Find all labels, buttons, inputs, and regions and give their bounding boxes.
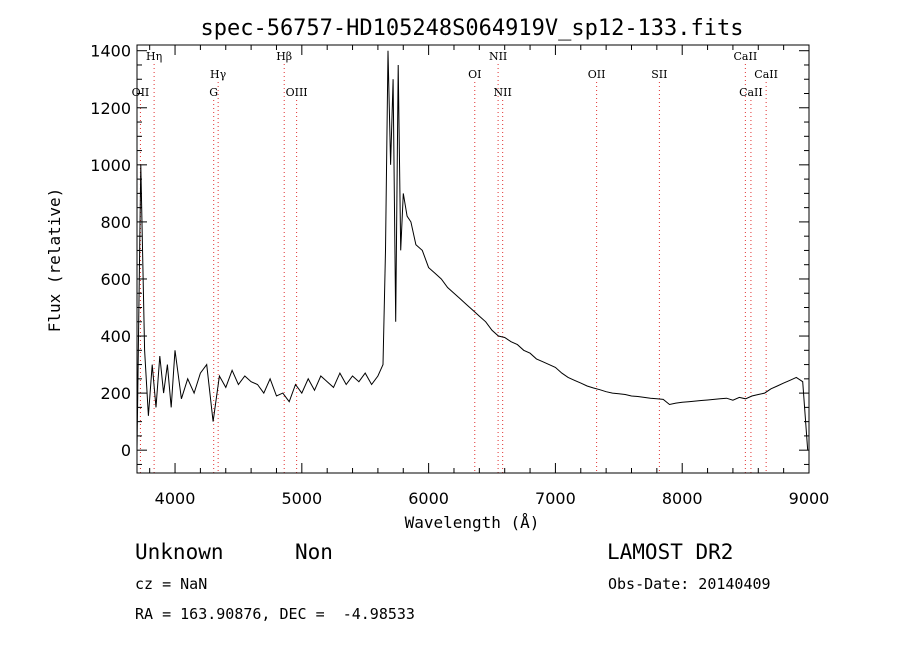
- line-marker-label: OIII: [286, 86, 308, 99]
- line-marker-label: CaII: [754, 68, 778, 81]
- line-marker-label: G: [209, 86, 218, 99]
- line-marker-label: OII: [132, 86, 150, 99]
- axes: 4000 5000 6000 7000 8000 9000 0 200 400 600 800 100…: [90, 42, 829, 508]
- spectrum-line: [136, 50, 809, 451]
- x-tick-label: 5000: [281, 489, 322, 508]
- line-marker-label: Hγ: [210, 68, 227, 81]
- x-tick-label: 7000: [535, 489, 576, 508]
- coordinates-label: RA = 163.90876, DEC = -4.98533: [135, 605, 415, 623]
- line-marker-label: Hη: [146, 50, 162, 63]
- y-tick-label: 800: [100, 213, 131, 232]
- y-tick-label: 0: [121, 441, 131, 460]
- class-label: Unknown: [135, 540, 224, 564]
- line-marker-label: OI: [468, 68, 481, 81]
- emission-line-markers: Hη OII Hγ G Hβ OIII OI NII NII OII SII CaII CaII CaII: [132, 50, 778, 473]
- y-tick-label: 400: [100, 327, 131, 346]
- x-tick-label: 4000: [155, 489, 196, 508]
- y-tick-label: 1400: [90, 42, 131, 61]
- y-tick-label: 200: [100, 384, 131, 403]
- line-marker-label: CaII: [739, 86, 763, 99]
- y-tick-label: 1200: [90, 99, 131, 118]
- x-tick-label: 9000: [789, 489, 830, 508]
- y-tick-label: 600: [100, 270, 131, 289]
- line-marker-label: NII: [489, 50, 507, 63]
- plot-frame: [136, 44, 810, 474]
- y-tick-label: 1000: [90, 156, 131, 175]
- line-marker-label: OII: [588, 68, 606, 81]
- line-marker-label: Hβ: [276, 50, 292, 63]
- y-axis-label: Flux (relative): [45, 188, 64, 333]
- obs-date-label: Obs-Date: 20140409: [608, 575, 771, 593]
- line-marker-label: NII: [494, 86, 512, 99]
- line-marker-label: SII: [651, 68, 667, 81]
- survey-label: LAMOST DR2: [607, 540, 734, 564]
- x-axis-label: Wavelength (Å): [405, 513, 540, 532]
- subclass-label: Non: [295, 540, 333, 564]
- chart-title: spec-56757-HD105248S064919V_sp12-133.fit…: [200, 16, 743, 41]
- line-marker-label: CaII: [734, 50, 758, 63]
- cz-label: cz = NaN: [135, 575, 208, 593]
- x-tick-label: 6000: [408, 489, 449, 508]
- x-tick-label: 8000: [662, 489, 703, 508]
